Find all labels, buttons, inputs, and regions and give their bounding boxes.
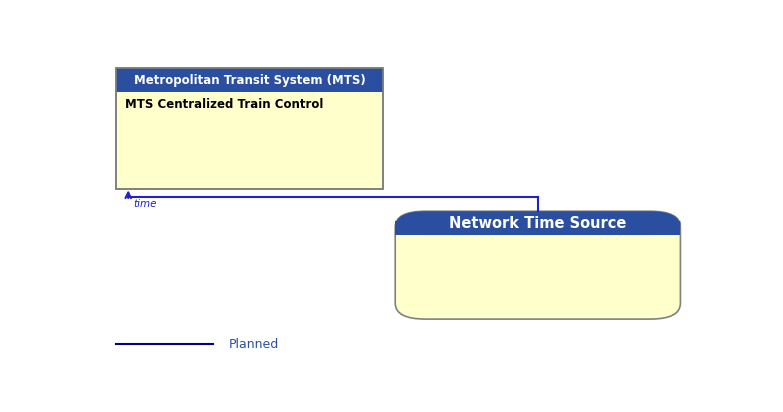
Text: Metropolitan Transit System (MTS): Metropolitan Transit System (MTS) [134, 74, 366, 87]
Text: Planned: Planned [229, 338, 279, 351]
Bar [116, 68, 383, 189]
FancyBboxPatch shape [395, 211, 680, 319]
Bar [395, 221, 680, 235]
Text: Network Time Source: Network Time Source [449, 215, 626, 231]
Bar [116, 68, 383, 189]
Text: time: time [133, 199, 157, 208]
Text: MTS Centralized Train Control: MTS Centralized Train Control [125, 98, 323, 111]
Bar [116, 68, 383, 92]
FancyBboxPatch shape [395, 211, 680, 235]
